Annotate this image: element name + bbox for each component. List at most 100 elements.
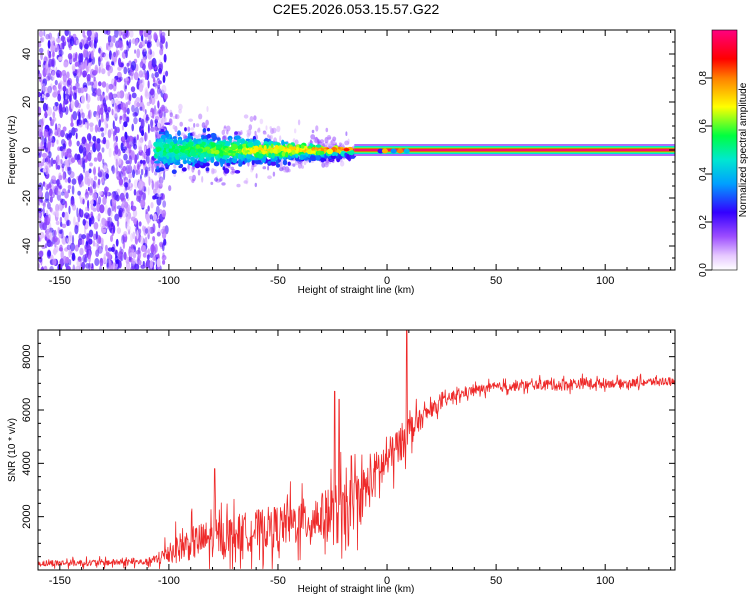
heatmap-cell <box>160 228 166 234</box>
heatmap-cell <box>155 205 160 216</box>
heatmap-cell <box>82 49 87 58</box>
heatmap-cell <box>129 30 134 38</box>
heatmap-cell <box>70 200 75 207</box>
heatmap-cell <box>115 135 118 142</box>
heatmap-cell <box>144 131 147 142</box>
snr-y-tick-label: 8000 <box>21 344 33 368</box>
heatmap-cell <box>44 236 48 241</box>
heatmap-cell <box>38 106 42 116</box>
heatmap-cell <box>167 160 171 166</box>
heatmap-cell <box>188 118 194 122</box>
colorbar-tick-label: 0.4 <box>698 167 709 181</box>
heatmap-cell <box>60 191 65 196</box>
heatmap-cell <box>77 85 82 96</box>
heatmap-cell <box>197 148 203 153</box>
heatmap-cell <box>171 169 177 174</box>
heatmap-cell <box>88 238 93 245</box>
heatmap-cell <box>330 139 336 146</box>
heatmap-cell <box>82 118 85 125</box>
heatmap-cell <box>65 237 68 245</box>
heatmap-cell <box>98 235 102 244</box>
heatmap-cell <box>126 62 130 67</box>
snr-axes: -150 -100 -50 0 50 100 2000 4000 6000 8000 <box>21 329 675 587</box>
heatmap-cell <box>349 150 355 156</box>
heatmap-cell <box>84 194 89 200</box>
heatmap-cell <box>73 128 78 132</box>
heatmap-cell <box>93 76 96 82</box>
heatmap-cell <box>149 260 154 269</box>
heatmap-cell <box>67 166 71 171</box>
snr-y-label: SNR (10 * v/v) <box>7 418 18 482</box>
heatmap-cell <box>186 156 191 160</box>
heatmap-cell <box>226 125 231 132</box>
heatmap-cell <box>81 181 85 187</box>
heatmap-cell <box>143 226 148 236</box>
heatmap-cell <box>338 142 342 146</box>
heatmap-cell <box>102 136 107 145</box>
heatmap-cell <box>63 150 65 157</box>
heatmap-cell <box>127 164 132 173</box>
heatmap-cell <box>121 234 125 244</box>
heatmap-cell <box>58 175 63 181</box>
heatmap-cell <box>123 146 127 151</box>
heatmap-cell <box>234 170 241 174</box>
heatmap-cell <box>168 185 172 192</box>
heatmap-cell <box>160 177 163 185</box>
heatmap-cell <box>133 112 139 117</box>
heatmap-cell <box>84 212 90 219</box>
heatmap-cell <box>105 111 109 119</box>
heatmap-cell <box>135 169 139 176</box>
heatmap-cell <box>115 238 119 247</box>
heatmap-cell <box>88 229 94 238</box>
heatmap-cell <box>59 232 62 239</box>
heatmap-cell <box>72 111 78 121</box>
heatmap-cell <box>53 104 56 111</box>
heatmap-cell <box>221 129 226 136</box>
snr-y-tick-label: 4000 <box>21 451 33 475</box>
heatmap-cell <box>45 209 49 216</box>
heatmap-cell <box>161 106 166 112</box>
heatmap-cell <box>84 175 89 185</box>
heatmap-cell <box>292 163 296 167</box>
heatmap-cell <box>101 81 107 88</box>
heatmap-cell <box>160 134 167 140</box>
heatmap-cell <box>42 168 47 173</box>
heatmap-cell <box>136 134 139 141</box>
heatmap-cell <box>116 227 121 235</box>
heatmap-cell <box>122 240 126 250</box>
heatmap-cell <box>88 168 92 174</box>
heatmap-cell <box>177 130 181 137</box>
heatmap-cell <box>126 40 129 46</box>
heatmap-cell <box>66 79 71 88</box>
heatmap-cell <box>139 30 143 37</box>
heatmap-cell <box>129 182 132 187</box>
heatmap-cell <box>81 234 87 240</box>
heatmap-cell <box>97 95 100 101</box>
heatmap-cell <box>70 90 74 96</box>
heatmap-cell <box>294 128 297 134</box>
heatmap-cell <box>107 70 111 77</box>
heatmap-cell <box>276 163 280 168</box>
heatmap-cell <box>99 265 102 270</box>
heatmap-cell <box>152 256 157 261</box>
heatmap-cell <box>60 250 64 260</box>
heatmap-cell <box>58 204 64 210</box>
heatmap-cell <box>60 221 63 227</box>
heatmap-cell <box>156 38 160 48</box>
heatmap-cell <box>45 226 51 232</box>
heatmap-cell <box>156 152 160 157</box>
heatmap-cell <box>48 52 52 59</box>
heatmap-cell <box>108 262 114 270</box>
heatmap-cell <box>38 59 41 67</box>
heatmap-cell <box>326 148 333 155</box>
heatmap-cell <box>259 118 264 125</box>
heatmap-cell <box>41 122 43 132</box>
heatmap-cell <box>38 262 41 269</box>
heatmap-cell <box>130 86 136 93</box>
heatmap-cell <box>157 67 163 74</box>
heatmap-cell <box>158 127 162 132</box>
heatmap-cell <box>64 211 69 222</box>
heatmap-cell <box>79 66 82 73</box>
heatmap-cell <box>128 135 134 142</box>
heatmap-cell <box>88 217 92 227</box>
